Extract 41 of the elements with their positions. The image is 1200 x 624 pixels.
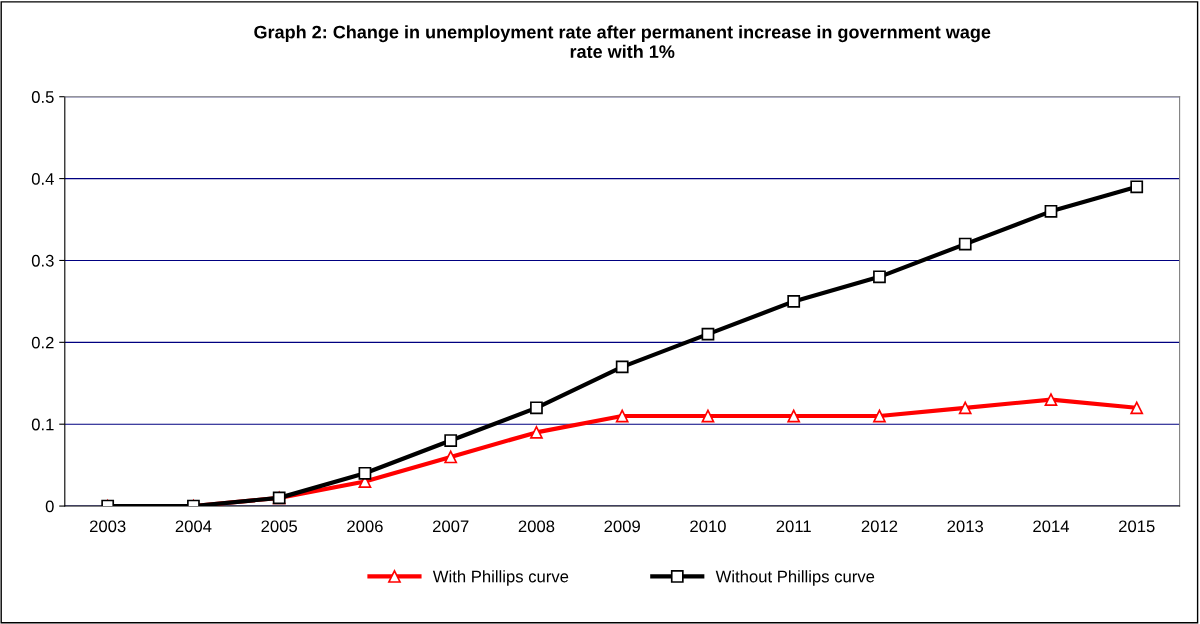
point — [873, 409, 886, 423]
point — [1044, 393, 1058, 407]
x-tick-label: 2005 — [261, 520, 298, 533]
y-tick-label: 0 — [45, 500, 54, 513]
point — [701, 409, 715, 423]
point — [958, 401, 972, 415]
x-tick-label: 2011 — [776, 520, 811, 533]
x-tick-label: 2009 — [604, 520, 640, 533]
x-tick-label: 2010 — [690, 520, 726, 533]
x-tick-label: 2007 — [432, 520, 469, 533]
y-tick-label: 0.4 — [31, 172, 54, 185]
point — [1130, 401, 1144, 415]
point — [1044, 204, 1058, 218]
x-tick-label: 2006 — [347, 520, 383, 533]
y-tick-label: 0.5 — [31, 91, 54, 103]
chart-title: Graph 2: Change in unemployment rate after permanent increase in government wage rate with 1% — [254, 25, 991, 59]
point — [358, 466, 372, 480]
x-tick-label: 2008 — [518, 520, 555, 533]
x-tick-label: 2004 — [175, 520, 212, 533]
point — [958, 237, 972, 251]
point — [1130, 180, 1144, 194]
x-tick-label: 2015 — [1119, 520, 1155, 533]
x-tick-label: 2003 — [89, 520, 126, 533]
point — [615, 409, 629, 423]
point — [873, 270, 886, 284]
y-tick-label: 0.3 — [31, 254, 54, 267]
point — [615, 360, 629, 374]
point — [787, 409, 801, 423]
point — [444, 450, 458, 464]
point — [787, 295, 801, 308]
point — [530, 401, 543, 415]
x-tick-label: 2014 — [1033, 520, 1070, 533]
y-tick-label: 0.2 — [31, 336, 54, 349]
x-tick-label: 2013 — [947, 520, 984, 533]
y-tick-label: 0.1 — [31, 418, 54, 431]
legend-label: With Phillips curve — [432, 570, 569, 586]
legend-label: Without Phillips curve — [715, 570, 875, 586]
point — [530, 425, 543, 439]
point — [701, 327, 715, 341]
x-tick-label: 2012 — [861, 520, 898, 533]
point — [444, 434, 458, 447]
